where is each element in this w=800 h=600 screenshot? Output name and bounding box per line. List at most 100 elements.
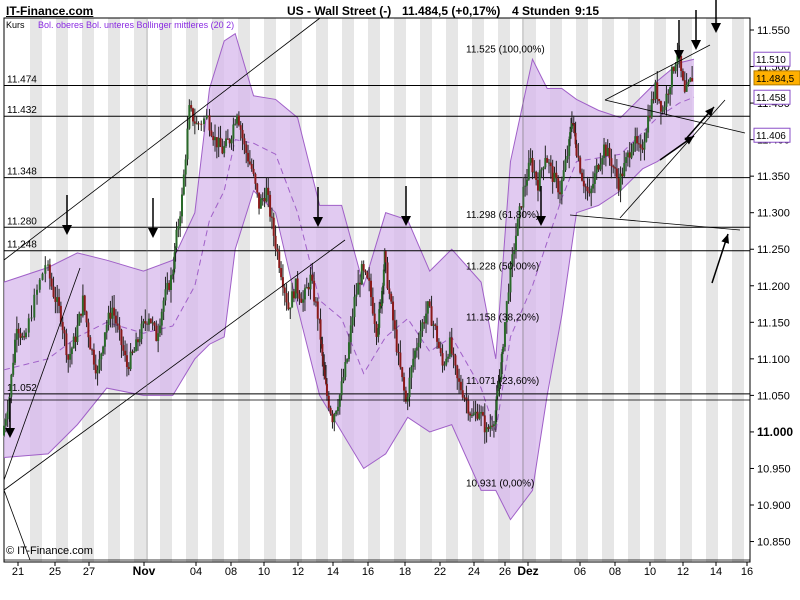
candle-body bbox=[292, 291, 295, 299]
candle-body bbox=[381, 285, 384, 291]
candle-body bbox=[535, 171, 538, 180]
candle-body bbox=[226, 138, 229, 140]
level-label: 11.280 bbox=[7, 216, 37, 227]
candle-body bbox=[142, 321, 145, 324]
candle-body bbox=[378, 309, 381, 328]
candle-body bbox=[573, 123, 576, 133]
candle-body bbox=[38, 279, 41, 290]
candle-body bbox=[190, 105, 193, 109]
x-tick-label: 16 bbox=[741, 566, 753, 578]
level-label: 11.052 bbox=[7, 383, 37, 394]
candle-body bbox=[96, 369, 99, 374]
candle-body bbox=[215, 137, 218, 148]
candle-body bbox=[665, 93, 668, 107]
candle-body bbox=[314, 301, 317, 303]
candle-body bbox=[540, 169, 543, 171]
candle-body bbox=[138, 339, 141, 343]
y-tick-label: 11.200 bbox=[757, 281, 790, 293]
candle-body bbox=[428, 301, 431, 307]
candle-body bbox=[205, 115, 208, 119]
fib-level-label: 11.525 (100,00%) bbox=[466, 44, 545, 55]
y-tick-label: 10.900 bbox=[757, 500, 791, 512]
level-label: 11.432 bbox=[7, 105, 37, 116]
candle-body bbox=[368, 277, 371, 281]
candle-body bbox=[503, 322, 506, 347]
candle-body bbox=[113, 307, 116, 316]
candle-body bbox=[544, 157, 547, 168]
price-badge-box bbox=[753, 127, 791, 143]
candle-body bbox=[280, 267, 283, 278]
candle-body bbox=[436, 325, 439, 342]
candle-body bbox=[542, 167, 545, 170]
candle-body bbox=[336, 406, 339, 412]
candle-body bbox=[636, 136, 639, 144]
candle-body bbox=[200, 123, 203, 125]
x-tick-label: 08 bbox=[225, 566, 237, 578]
candle-body bbox=[502, 346, 505, 353]
quote-time: 9:15 bbox=[575, 4, 600, 18]
annotation-arrows bbox=[5, 0, 730, 438]
candle-body bbox=[586, 186, 589, 192]
candle-body bbox=[76, 325, 79, 342]
fib-level-label: 11.158 (38,20%) bbox=[466, 312, 539, 323]
candle-body bbox=[232, 124, 235, 139]
candle-body bbox=[349, 325, 352, 343]
y-tick-label: 11.350 bbox=[757, 171, 790, 183]
fib-level-label: 11.298 (61,80%) bbox=[466, 210, 539, 221]
candle-body bbox=[136, 339, 139, 343]
candle-body bbox=[492, 424, 495, 427]
candle-body bbox=[287, 302, 290, 310]
candle-body bbox=[614, 167, 617, 169]
candle-body bbox=[397, 351, 400, 353]
candle-body bbox=[630, 151, 633, 158]
candle-body bbox=[120, 329, 123, 346]
price-badge-label: 11.510 bbox=[756, 55, 786, 66]
candle-body bbox=[601, 158, 604, 165]
candle-body bbox=[313, 280, 316, 302]
candle-body bbox=[230, 138, 233, 144]
candle-body bbox=[511, 254, 514, 266]
candle-body bbox=[483, 415, 486, 433]
candle-body bbox=[472, 413, 475, 416]
session-stripe bbox=[732, 18, 744, 562]
candle-body bbox=[520, 206, 523, 208]
candle-body bbox=[157, 333, 160, 341]
candle-body bbox=[252, 168, 255, 174]
candle-body bbox=[270, 216, 273, 218]
candle-body bbox=[417, 342, 420, 348]
candle-body bbox=[559, 192, 562, 195]
candle-body bbox=[459, 381, 462, 391]
candle-body bbox=[228, 139, 231, 144]
candle-body bbox=[105, 325, 108, 333]
candle-body bbox=[319, 319, 322, 340]
candle-body bbox=[305, 287, 308, 289]
candle-body bbox=[560, 179, 563, 195]
down-arrow-head bbox=[536, 216, 546, 226]
candle-body bbox=[58, 297, 61, 306]
candle-body bbox=[17, 328, 20, 334]
candle-body bbox=[129, 351, 132, 370]
candle-body bbox=[448, 337, 451, 357]
candle-body bbox=[683, 80, 686, 92]
x-tick-label: 18 bbox=[399, 566, 411, 578]
down-arrow-head bbox=[674, 50, 684, 60]
candle-body bbox=[663, 106, 666, 111]
candle-body bbox=[122, 345, 125, 351]
y-tick-label: 10.950 bbox=[757, 463, 791, 475]
candle-body bbox=[109, 312, 112, 319]
timeframe: 4 Stunden bbox=[512, 4, 571, 18]
candle-body bbox=[294, 278, 297, 299]
candle-body bbox=[10, 374, 13, 397]
candle-body bbox=[445, 358, 448, 365]
candle-body bbox=[281, 277, 284, 288]
candle-body bbox=[302, 299, 305, 303]
candle-body bbox=[74, 336, 77, 342]
candle-body bbox=[382, 269, 385, 286]
candle-body bbox=[248, 161, 251, 164]
candle-body bbox=[518, 206, 521, 219]
legend-kurs: Kurs bbox=[6, 20, 25, 30]
candle-body bbox=[623, 162, 626, 177]
candle-body bbox=[403, 377, 406, 391]
candle-body bbox=[340, 381, 343, 396]
candle-body bbox=[494, 410, 497, 425]
